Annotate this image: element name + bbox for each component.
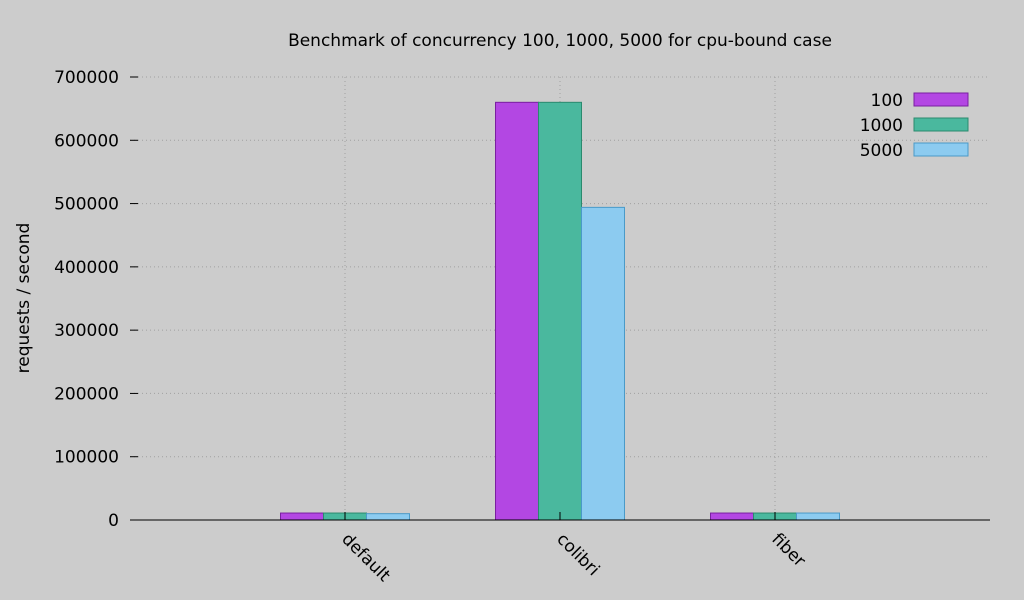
y-tick-label: 300000 — [54, 321, 119, 341]
bar-fiber-100 — [710, 512, 754, 521]
x-tick-label: default — [337, 529, 394, 586]
y-tick-label: 0 — [108, 511, 119, 531]
legend-label: 5000 — [860, 141, 903, 161]
legend-label: 1000 — [860, 116, 903, 136]
y-tick-label: 400000 — [54, 258, 119, 278]
bar-colibri-100 — [495, 101, 539, 521]
y-tick-label: 100000 — [54, 448, 119, 468]
bar-default-100 — [280, 512, 324, 521]
y-tick-label: 200000 — [54, 384, 119, 404]
y-ticks: 0 100000 200000 300000 400000 500000 600000 700… — [54, 68, 138, 531]
x-tick-label: colibri — [552, 529, 603, 580]
x-ticks: default colibri fiber — [337, 512, 809, 586]
y-tick-label: 700000 — [54, 68, 119, 88]
y-tick-label: 600000 — [54, 131, 119, 151]
bar-fiber-5000 — [796, 512, 840, 521]
legend-swatch — [913, 142, 969, 157]
bar-default-5000 — [366, 513, 410, 521]
chart-title: Benchmark of concurrency 100, 1000, 5000… — [288, 31, 832, 51]
legend-swatch — [913, 92, 969, 107]
bar-colibri-5000 — [581, 206, 625, 521]
y-axis-label: requests / second — [14, 223, 34, 374]
legend-label: 100 — [871, 91, 903, 111]
legend: 100 1000 5000 — [860, 91, 969, 161]
grid — [130, 76, 990, 520]
bars — [280, 101, 840, 521]
y-tick-label: 500000 — [54, 195, 119, 215]
legend-swatch — [913, 117, 969, 132]
bar-colibri-1000 — [538, 101, 582, 521]
x-tick-label: fiber — [767, 529, 809, 571]
